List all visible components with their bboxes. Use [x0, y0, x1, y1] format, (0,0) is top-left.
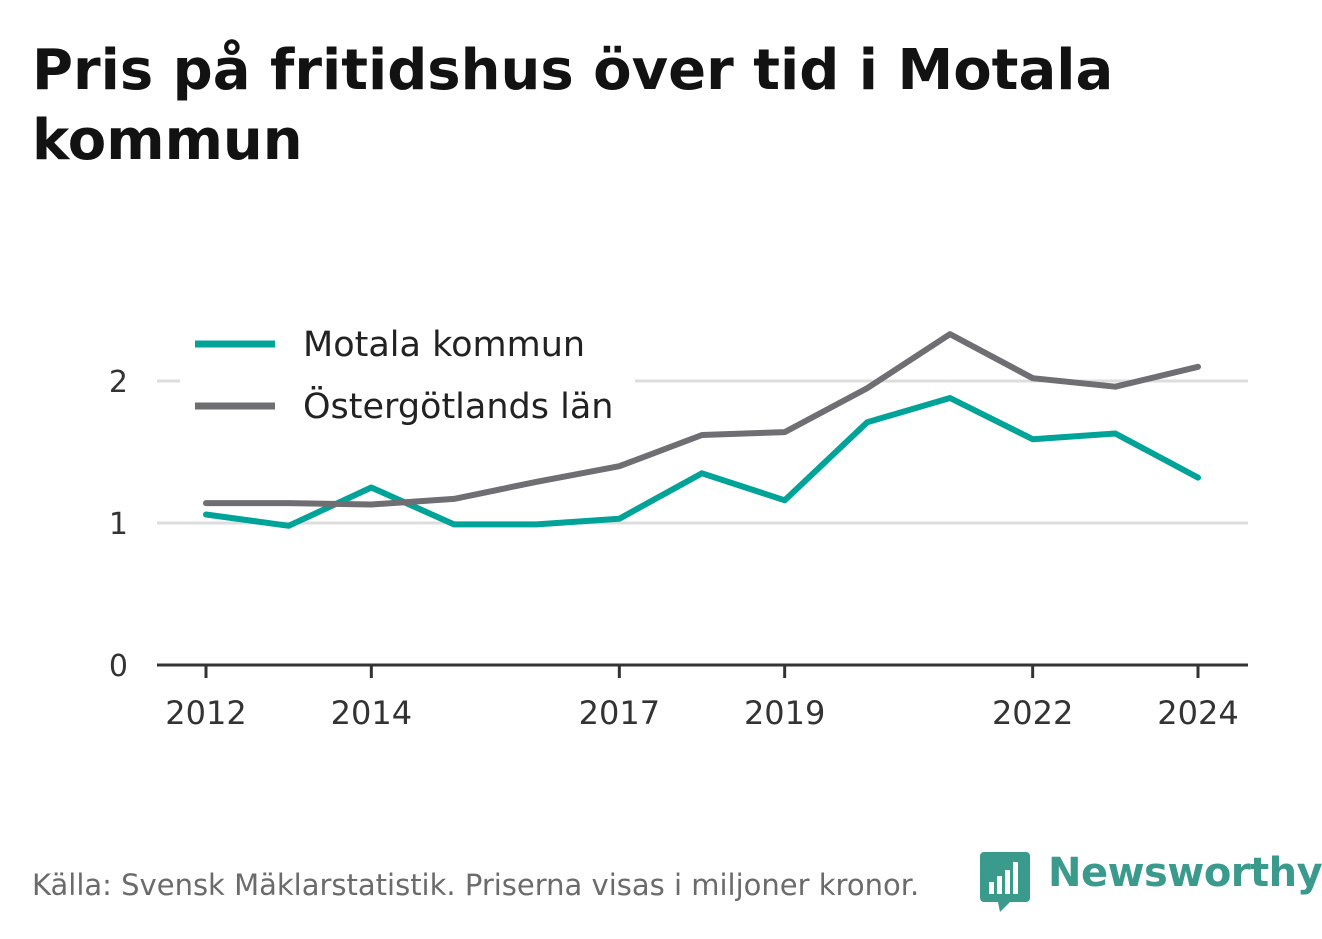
x-tick-label: 2012 [165, 694, 246, 732]
y-tick-label: 0 [109, 649, 128, 684]
data-point [536, 481, 538, 483]
x-tick-label: 2014 [331, 694, 412, 732]
source-note: Källa: Svensk Mäklarstatistik. Priserna … [32, 868, 920, 902]
data-point [949, 333, 951, 335]
legend-label: Östergötlands län [303, 385, 613, 427]
data-point [1114, 433, 1116, 435]
data-point [1032, 377, 1034, 379]
x-tick-label: 2024 [1157, 694, 1238, 732]
data-point [866, 387, 868, 389]
y-tick-label: 1 [109, 507, 128, 542]
legend: Motala kommun Östergötlands län [180, 318, 635, 436]
newsworthy-logo-icon [980, 852, 1030, 912]
x-axis: 2012 2014 2017 2019 2022 2024 [157, 663, 1248, 732]
data-point [1197, 477, 1199, 479]
data-point [1197, 366, 1199, 368]
data-point [784, 431, 786, 433]
data-point [370, 487, 372, 488]
data-point [618, 518, 620, 520]
x-tick-label: 2017 [579, 694, 660, 732]
y-tick-label: 2 [109, 365, 128, 400]
data-point [205, 513, 207, 515]
data-point [453, 498, 455, 500]
data-point [1032, 438, 1034, 440]
data-point [453, 523, 455, 525]
x-tick-label: 2019 [744, 694, 825, 732]
series-lines [203, 331, 1201, 529]
data-point [536, 523, 538, 525]
chart-title: Pris på fritidshus över tid i Motala kom… [32, 38, 1114, 173]
data-point [701, 434, 703, 436]
x-tick-label: 2022 [992, 694, 1073, 732]
data-point [205, 502, 207, 504]
data-point [784, 499, 786, 501]
data-point [288, 502, 290, 504]
data-point [618, 465, 620, 467]
data-point [370, 504, 372, 506]
data-point [1114, 386, 1116, 388]
brand-name: Newsworthy [1048, 850, 1322, 896]
legend-background [180, 318, 635, 436]
data-point [866, 421, 868, 423]
data-point [701, 472, 703, 474]
y-axis-ticks: 0 1 2 [109, 365, 128, 684]
data-point [288, 525, 290, 527]
data-point [949, 397, 951, 399]
legend-label: Motala kommun [303, 325, 585, 365]
